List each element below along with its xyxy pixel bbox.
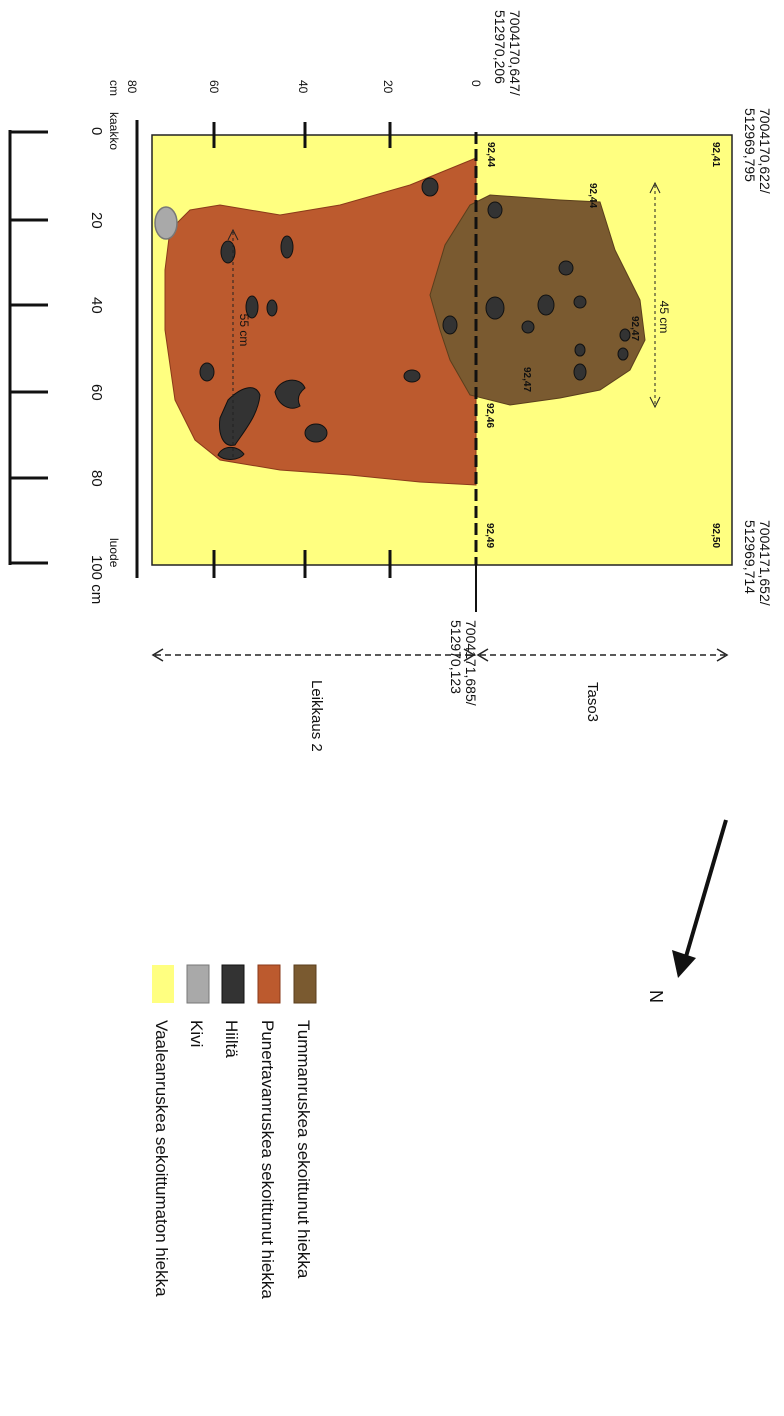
legend-label: Vaaleanruskea sekoittumaton hiekka <box>152 1020 171 1297</box>
coord-line: 7004171,685/ <box>463 620 479 706</box>
measure-55cm-label: 55 cm <box>237 314 251 347</box>
elevation-label: 92,46 <box>484 403 495 428</box>
charcoal-blob <box>521 320 535 334</box>
charcoal-blob <box>245 295 259 319</box>
elevation-label: 92,47 <box>521 367 532 392</box>
elevation-label: 92,44 <box>485 142 496 167</box>
ruler-end-label: kaakko <box>107 112 121 150</box>
coord-top-mid: 7004170,647/ 512970,206 <box>492 10 523 100</box>
ruler-tick-label: 60 <box>207 80 221 94</box>
arrowhead-icon <box>227 228 239 241</box>
charcoal-blob <box>617 347 629 361</box>
charcoal-blob <box>485 296 505 320</box>
ruler-tick-label: 80 <box>125 80 139 94</box>
north-label: N <box>646 990 666 1003</box>
side-tick-label: 40 <box>88 297 105 314</box>
side-tick-label: 100 cm <box>88 555 105 604</box>
elevation-label: 92,47 <box>629 316 640 341</box>
charcoal-blob <box>266 299 278 317</box>
coord-line: 512969,795 <box>742 108 758 182</box>
elevation-label: 92,49 <box>484 523 495 548</box>
side-ruler-labels: 0 20 40 60 80 100 cm <box>88 127 105 604</box>
charcoal-blob <box>403 369 421 383</box>
charcoal-group <box>199 177 631 460</box>
ruler-unit-label: cm <box>107 80 121 96</box>
side-tick-label: 20 <box>88 212 105 229</box>
legend-swatch-dark-brown <box>293 964 317 1004</box>
charcoal-blob <box>573 295 587 309</box>
legend-swatch-stone <box>186 964 210 1004</box>
coord-line: 7004170,622/ <box>757 108 773 194</box>
charcoal-blob <box>274 379 306 409</box>
taso-label: Taso3 <box>584 682 601 722</box>
coord-bottom-mid: 7004171,685/ 512970,123 <box>448 620 479 710</box>
charcoal-blob <box>280 235 294 259</box>
ruler-tick-label: 20 <box>381 80 395 94</box>
charcoal-blob <box>442 315 458 335</box>
coord-line: 512970,206 <box>492 10 508 84</box>
legend-label: Tummanruskea sekoittunut hiekka <box>294 1020 313 1279</box>
side-end-label: luode <box>107 538 121 568</box>
north-arrow-head <box>672 950 696 978</box>
coordinate-labels: 7004170,622/ 512969,795 7004170,647/ 512… <box>448 10 773 710</box>
charcoal-blob <box>619 328 631 342</box>
top-ruler-labels: 0 20 40 60 80 cm kaakko luode <box>107 80 483 568</box>
charcoal-blob <box>574 343 586 357</box>
north-arrow-icon <box>672 819 728 978</box>
dark-brown-layer <box>429 194 646 406</box>
side-ruler <box>8 130 48 565</box>
arrowhead-icon <box>716 648 729 662</box>
elevation-label: 92,44 <box>587 183 598 208</box>
legend-label: Punertavanruskea sekoittunut hiekka <box>258 1020 277 1299</box>
side-tick-label: 60 <box>88 384 105 401</box>
elevation-label: 92,41 <box>710 142 721 167</box>
charcoal-blob <box>199 362 215 382</box>
elevation-labels: 92,41 92,44 92,44 92,47 92,47 92,46 92,5… <box>484 142 721 548</box>
measure-45cm-label: 45 cm <box>657 301 671 334</box>
legend: Tummanruskea sekoittunut hiekka Punertav… <box>152 964 317 1299</box>
charcoal-blob <box>421 177 439 197</box>
leikkaus-label: Leikkaus 2 <box>308 680 325 752</box>
charcoal-blob <box>217 446 245 460</box>
legend-label: Hiiltä <box>222 1020 241 1058</box>
coord-bottom-left: 7004171,652/ 512969,714 <box>742 520 773 610</box>
ruler-tick-label: 0 <box>469 80 483 87</box>
top-ruler <box>135 120 392 578</box>
coord-line: 7004171,652/ <box>757 520 773 606</box>
elevation-label: 92,50 <box>710 523 721 548</box>
arrowhead-icon <box>476 648 489 662</box>
side-tick-label: 80 <box>88 470 105 487</box>
stone <box>154 206 178 240</box>
arrowhead-icon <box>649 396 661 409</box>
charcoal-blob <box>220 240 236 264</box>
legend-swatch-reddish-brown <box>257 964 281 1004</box>
charcoal-blob <box>304 423 328 443</box>
arrowhead-icon <box>649 181 661 194</box>
coord-top-left: 7004170,622/ 512969,795 <box>742 108 773 198</box>
section-arrows <box>151 648 729 662</box>
charcoal-blob <box>537 294 555 316</box>
charcoal-blob <box>487 201 503 219</box>
north-arrow-shaft <box>683 819 728 961</box>
arrowhead-icon <box>463 648 476 662</box>
charcoal-blob <box>573 363 587 381</box>
arrowhead-icon <box>151 648 164 662</box>
legend-swatch-charcoal <box>221 964 245 1004</box>
ruler-tick-label: 40 <box>296 80 310 94</box>
charcoal-blob <box>558 260 574 276</box>
legend-label: Kivi <box>187 1020 206 1047</box>
coord-line: 512969,714 <box>742 520 758 594</box>
coord-line: 512970,123 <box>448 620 464 694</box>
legend-swatch-yellow <box>152 965 174 1003</box>
side-tick-label: 0 <box>88 127 105 135</box>
coord-line: 7004170,647/ <box>507 10 523 96</box>
charcoal-blob <box>219 387 261 446</box>
